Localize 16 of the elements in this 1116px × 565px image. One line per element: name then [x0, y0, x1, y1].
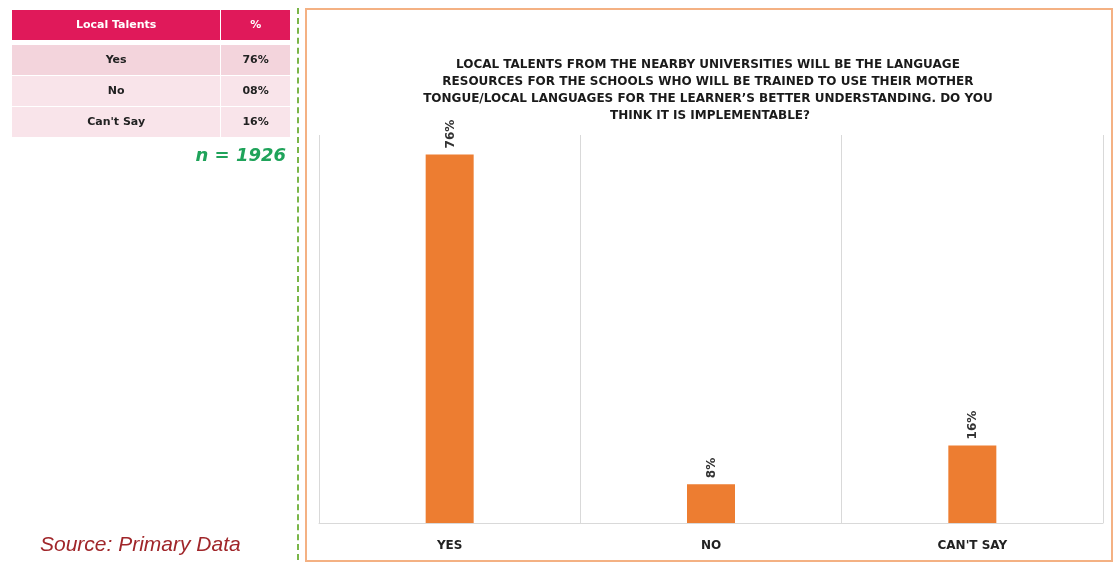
text: %	[249, 17, 263, 33]
category-label: Yes	[12, 42, 221, 76]
text: n = 1926	[195, 144, 286, 165]
data-label: 8%	[704, 457, 718, 479]
x-tick-label: YES	[435, 538, 463, 552]
category-label: Can't Say	[12, 106, 221, 137]
x-tick-label: CAN'T SAY	[937, 538, 1008, 552]
x-tick-label: NO	[700, 538, 722, 552]
text: 76%	[242, 53, 269, 66]
data-label: 16%	[965, 410, 980, 440]
text: Local Talents	[12, 10, 221, 43]
category-label: No	[12, 75, 221, 107]
data-label: 76%	[442, 119, 457, 149]
text: 16%	[242, 115, 269, 128]
text: 08%	[242, 84, 269, 97]
source-note: Source: Primary Data	[40, 532, 241, 556]
